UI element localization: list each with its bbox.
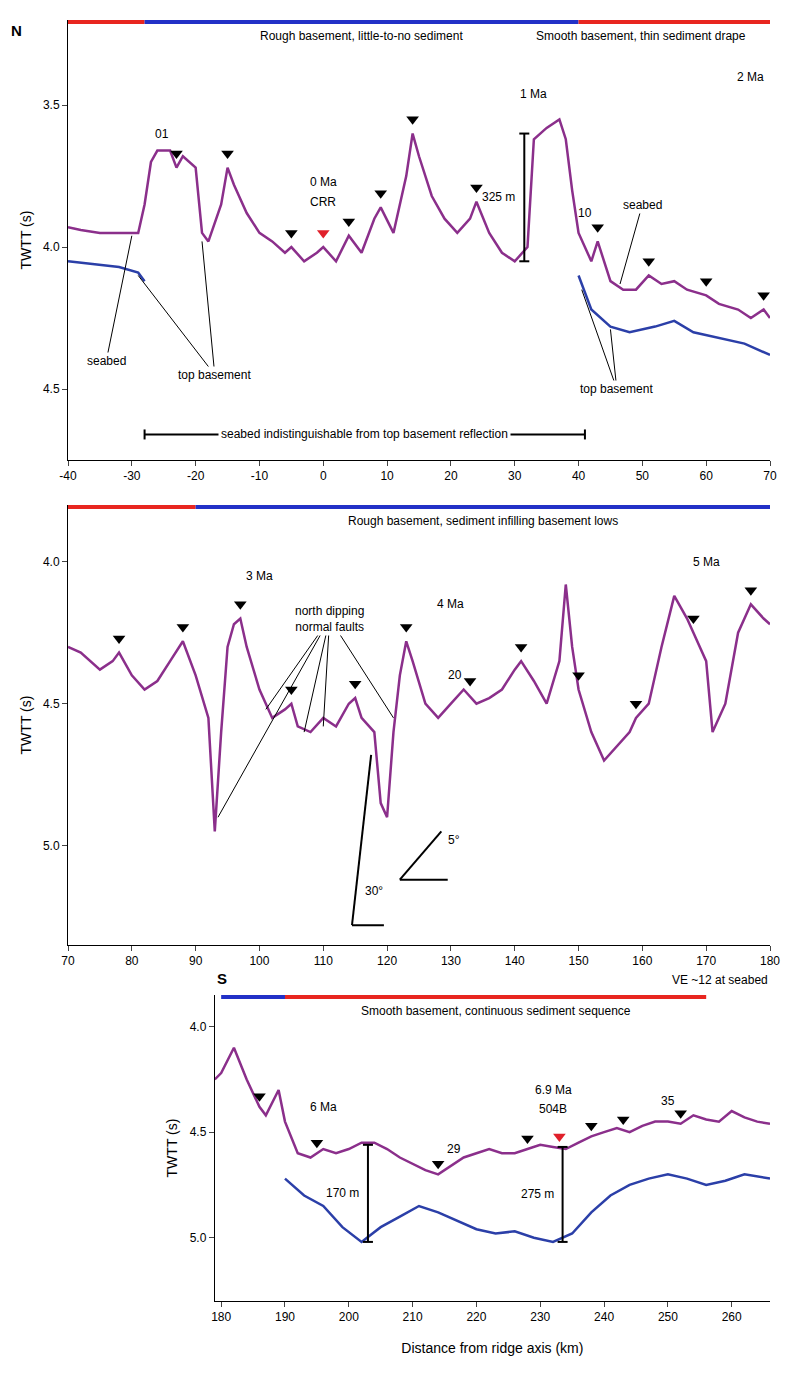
svg-text:Smooth basement, continuous se: Smooth basement, continuous sediment seq… — [361, 1004, 631, 1018]
svg-text:210: 210 — [403, 1310, 423, 1324]
svg-text:5°: 5° — [448, 833, 460, 847]
svg-text:CRR: CRR — [310, 195, 336, 209]
svg-text:80: 80 — [125, 954, 139, 968]
svg-text:Smooth basement, thin sediment: Smooth basement, thin sediment drape — [536, 29, 746, 43]
svg-text:50: 50 — [636, 469, 650, 483]
svg-text:-10: -10 — [251, 469, 269, 483]
svg-text:110: 110 — [314, 954, 333, 968]
svg-text:4.0: 4.0 — [43, 555, 60, 569]
svg-text:30: 30 — [508, 469, 522, 483]
svg-text:seabed: seabed — [623, 198, 662, 212]
svg-text:180: 180 — [211, 1310, 231, 1324]
svg-text:6 Ma: 6 Ma — [310, 1100, 337, 1114]
svg-text:325 m: 325 m — [482, 190, 515, 204]
svg-text:140: 140 — [505, 954, 525, 968]
svg-text:70: 70 — [763, 469, 777, 483]
svg-text:N: N — [11, 22, 22, 39]
svg-text:170: 170 — [696, 954, 716, 968]
svg-text:-30: -30 — [123, 469, 141, 483]
svg-text:Rough basement, little-to-no s: Rough basement, little-to-no sediment — [260, 29, 463, 43]
svg-text:20: 20 — [444, 469, 458, 483]
svg-text:240: 240 — [594, 1310, 614, 1324]
svg-text:seabed indistinguishable from: seabed indistinguishable from top baseme… — [221, 427, 508, 441]
svg-text:120: 120 — [377, 954, 397, 968]
svg-text:VE ~12 at seabed: VE ~12 at seabed — [672, 973, 768, 987]
svg-text:40: 40 — [572, 469, 586, 483]
svg-text:3 Ma: 3 Ma — [246, 569, 273, 583]
svg-text:top basement: top basement — [178, 368, 251, 382]
svg-text:35: 35 — [661, 1094, 675, 1108]
svg-text:130: 130 — [441, 954, 461, 968]
svg-text:north dippingnormal faults: north dippingnormal faults — [295, 604, 364, 634]
svg-text:6.9 Ma: 6.9 Ma — [535, 1083, 572, 1097]
svg-text:29: 29 — [447, 1142, 461, 1156]
svg-text:-20: -20 — [187, 469, 205, 483]
svg-text:275 m: 275 m — [521, 1187, 554, 1201]
svg-text:4.5: 4.5 — [190, 1125, 207, 1139]
svg-text:160: 160 — [632, 954, 652, 968]
svg-text:220: 220 — [466, 1310, 486, 1324]
svg-text:90: 90 — [189, 954, 203, 968]
svg-text:5 Ma: 5 Ma — [693, 555, 720, 569]
svg-text:4.0: 4.0 — [190, 1020, 207, 1034]
svg-text:70: 70 — [61, 954, 75, 968]
svg-text:250: 250 — [658, 1310, 678, 1324]
svg-text:150: 150 — [569, 954, 589, 968]
svg-text:Distance from ridge axis (km): Distance from ridge axis (km) — [401, 1340, 583, 1356]
svg-text:5.0: 5.0 — [43, 839, 60, 853]
svg-text:top basement: top basement — [580, 382, 653, 396]
svg-text:504B: 504B — [539, 1102, 567, 1116]
svg-text:seabed: seabed — [87, 354, 126, 368]
svg-text:30°: 30° — [365, 884, 383, 898]
svg-text:230: 230 — [530, 1310, 550, 1324]
svg-text:5.0: 5.0 — [190, 1231, 207, 1245]
svg-text:4 Ma: 4 Ma — [437, 597, 464, 611]
svg-text:190: 190 — [275, 1310, 295, 1324]
svg-text:10: 10 — [380, 469, 394, 483]
svg-text:S: S — [217, 970, 227, 987]
svg-text:4.5: 4.5 — [43, 697, 60, 711]
svg-text:100: 100 — [249, 954, 269, 968]
svg-text:170 m: 170 m — [326, 1186, 359, 1200]
svg-text:1 Ma: 1 Ma — [520, 87, 547, 101]
svg-text:Rough basement, sediment infil: Rough basement, sediment infilling basem… — [348, 514, 618, 528]
svg-text:01: 01 — [155, 127, 169, 141]
svg-text:3.5: 3.5 — [43, 98, 60, 112]
svg-text:60: 60 — [700, 469, 714, 483]
svg-text:TWTT (s): TWTT (s) — [18, 211, 34, 270]
svg-text:200: 200 — [339, 1310, 359, 1324]
svg-text:10: 10 — [578, 206, 592, 220]
svg-text:4.5: 4.5 — [43, 382, 60, 396]
svg-text:0: 0 — [320, 469, 327, 483]
svg-text:TWTT (s): TWTT (s) — [18, 696, 34, 755]
svg-text:260: 260 — [722, 1310, 742, 1324]
svg-text:0 Ma: 0 Ma — [310, 175, 337, 189]
svg-text:20: 20 — [448, 668, 462, 682]
svg-text:180: 180 — [760, 954, 780, 968]
svg-text:4.0: 4.0 — [43, 240, 60, 254]
svg-text:TWTT (s): TWTT (s) — [164, 1119, 180, 1178]
svg-text:2 Ma: 2 Ma — [737, 70, 764, 84]
svg-text:-40: -40 — [59, 469, 77, 483]
